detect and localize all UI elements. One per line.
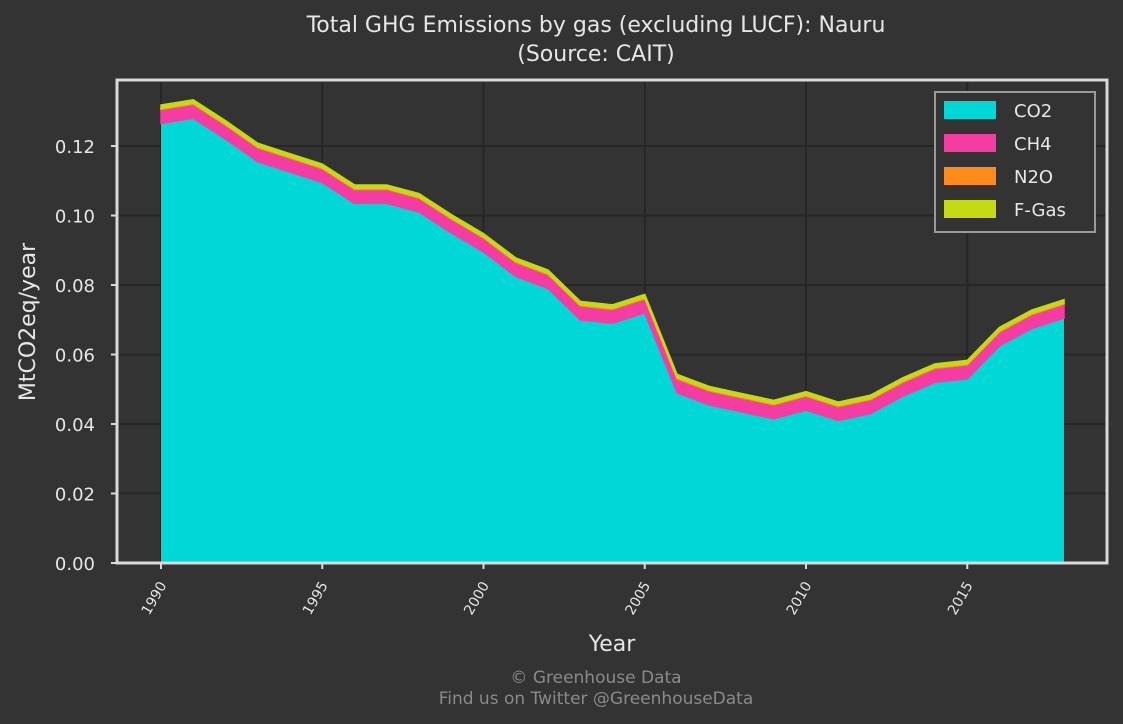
legend-label-ch4: CH4 bbox=[1014, 134, 1052, 155]
y-tick-label: 0.08 bbox=[55, 276, 95, 297]
caption-twitter: Find us on Twitter @GreenhouseData bbox=[439, 689, 754, 709]
y-axis-title: MtCO2eq/year bbox=[16, 242, 41, 401]
legend-swatch-ch4 bbox=[944, 134, 996, 152]
y-tick-label: 0.10 bbox=[55, 207, 95, 228]
x-tick-label: 1995 bbox=[300, 579, 332, 618]
legend-swatch-n2o bbox=[944, 167, 996, 185]
chart-subtitle: (Source: CAIT) bbox=[517, 42, 674, 67]
x-tick-label: 2000 bbox=[461, 579, 493, 618]
y-tick-label: 0.04 bbox=[55, 415, 95, 436]
plot-panel-border bbox=[115, 78, 1109, 565]
legend-label-n2o: N2O bbox=[1014, 167, 1053, 188]
x-tick-label: 2015 bbox=[945, 579, 977, 618]
x-tick-label: 2005 bbox=[623, 579, 655, 618]
y-tick-label: 0.00 bbox=[55, 554, 95, 575]
y-axis-ticks: 0.00 0.02 0.04 0.06 0.08 0.10 0.12 bbox=[55, 137, 117, 575]
legend-label-co2: CO2 bbox=[1014, 101, 1052, 122]
legend-swatch-co2 bbox=[944, 101, 996, 119]
area-f-gas bbox=[160, 99, 1065, 407]
caption-copyright: © Greenhouse Data bbox=[510, 668, 681, 688]
area-series bbox=[160, 99, 1065, 563]
legend-label-f-gas: F-Gas bbox=[1014, 200, 1066, 221]
y-tick-label: 0.06 bbox=[55, 346, 95, 367]
x-tick-label: 1990 bbox=[139, 579, 171, 618]
x-axis-ticks: 1990 1995 2000 2005 2010 2015 bbox=[139, 563, 977, 618]
y-tick-label: 0.12 bbox=[55, 137, 95, 158]
x-tick-label: 2010 bbox=[784, 579, 816, 618]
legend: CO2 CH4 N2O F-Gas bbox=[934, 91, 1096, 233]
x-axis-title: Year bbox=[588, 632, 637, 657]
y-tick-label: 0.02 bbox=[55, 485, 95, 506]
legend-swatch-f-gas bbox=[944, 200, 996, 218]
chart-title: Total GHG Emissions by gas (excluding LU… bbox=[306, 13, 886, 38]
area-co2 bbox=[161, 118, 1064, 563]
